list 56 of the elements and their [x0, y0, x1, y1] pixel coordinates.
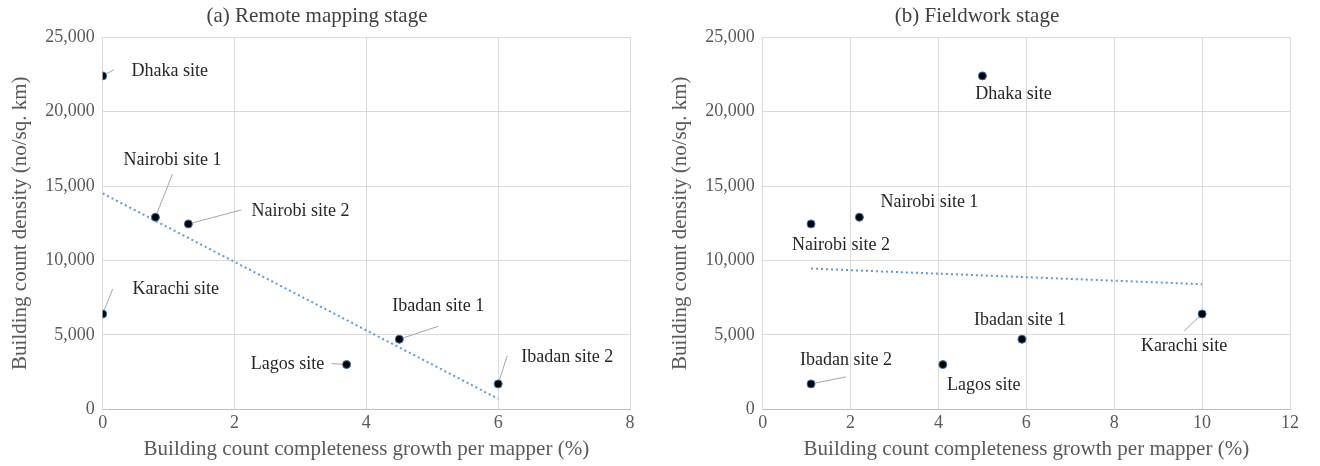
- annotation: Dhaka site: [975, 82, 1052, 103]
- annotation: Karachi site: [1140, 334, 1228, 355]
- point: [394, 334, 404, 344]
- x-tick-label: 2: [846, 411, 856, 432]
- point: [1197, 309, 1207, 319]
- annotation: Ibadan site 1: [392, 295, 485, 315]
- x-tick-label: 8: [1109, 411, 1119, 432]
- y-tick-label: 20,000: [705, 100, 755, 121]
- chart-title: (b) Fieldwork stage: [894, 3, 1060, 28]
- x-axis-title: Building count completeness growth per mapper (%): [143, 435, 590, 460]
- annotation: Nairobi site 2: [792, 233, 891, 254]
- y-tick-label: 5,000: [54, 323, 95, 344]
- x-tick-label: 4: [361, 411, 371, 432]
- y-tick-label: 10,000: [705, 249, 755, 270]
- annotation: Nairobi site 1: [880, 190, 979, 211]
- annotation: Ibadan site 2: [521, 345, 614, 366]
- point: [938, 360, 948, 370]
- point: [493, 379, 503, 389]
- x-tick-label: 12: [1281, 411, 1299, 432]
- point: [806, 379, 816, 389]
- annotation: Ibadan site 1: [973, 309, 1066, 329]
- annotation: Lagos site: [250, 353, 325, 374]
- y-tick-label: 25,000: [45, 25, 95, 46]
- x-tick-label: 6: [1021, 411, 1031, 432]
- y-tick-label: 0: [85, 397, 95, 418]
- annotation: Ibadan site 2: [800, 348, 893, 369]
- x-tick-label: 4: [933, 411, 943, 432]
- x-tick-label: 6: [493, 411, 503, 432]
- point: [150, 212, 160, 222]
- y-axis-title: Building count density (no/sq. km): [7, 76, 32, 370]
- x-tick-label: 2: [230, 411, 240, 432]
- x-tick-label: 10: [1193, 411, 1212, 432]
- y-tick-label: 0: [745, 397, 755, 418]
- point: [977, 71, 987, 81]
- annotation: Karachi site: [132, 277, 219, 298]
- annotation: Dhaka site: [131, 59, 208, 80]
- x-tick-label: 0: [98, 411, 108, 432]
- y-tick-label: 5,000: [714, 323, 755, 344]
- y-tick-label: 20,000: [45, 100, 95, 121]
- x-tick-label: 0: [758, 411, 768, 432]
- annotation: Nairobi site 1: [123, 148, 222, 169]
- point: [183, 219, 193, 229]
- y-tick-label: 15,000: [45, 174, 95, 195]
- point: [854, 212, 864, 222]
- point: [806, 219, 816, 229]
- annotation: Nairobi site 2: [251, 199, 350, 220]
- y-tick-label: 15,000: [705, 174, 755, 195]
- y-axis-title: Building count density (no/sq. km): [667, 76, 692, 370]
- y-tick-label: 25,000: [705, 25, 755, 46]
- y-tick-label: 10,000: [45, 249, 95, 270]
- chart-title: (a) Remote mapping stage: [206, 3, 428, 28]
- annotation: Lagos site: [947, 374, 1021, 395]
- point: [1017, 334, 1027, 344]
- x-tick-label: 8: [625, 411, 635, 432]
- x-axis-title: Building count completeness growth per mapper (%): [803, 435, 1250, 460]
- point: [342, 360, 352, 370]
